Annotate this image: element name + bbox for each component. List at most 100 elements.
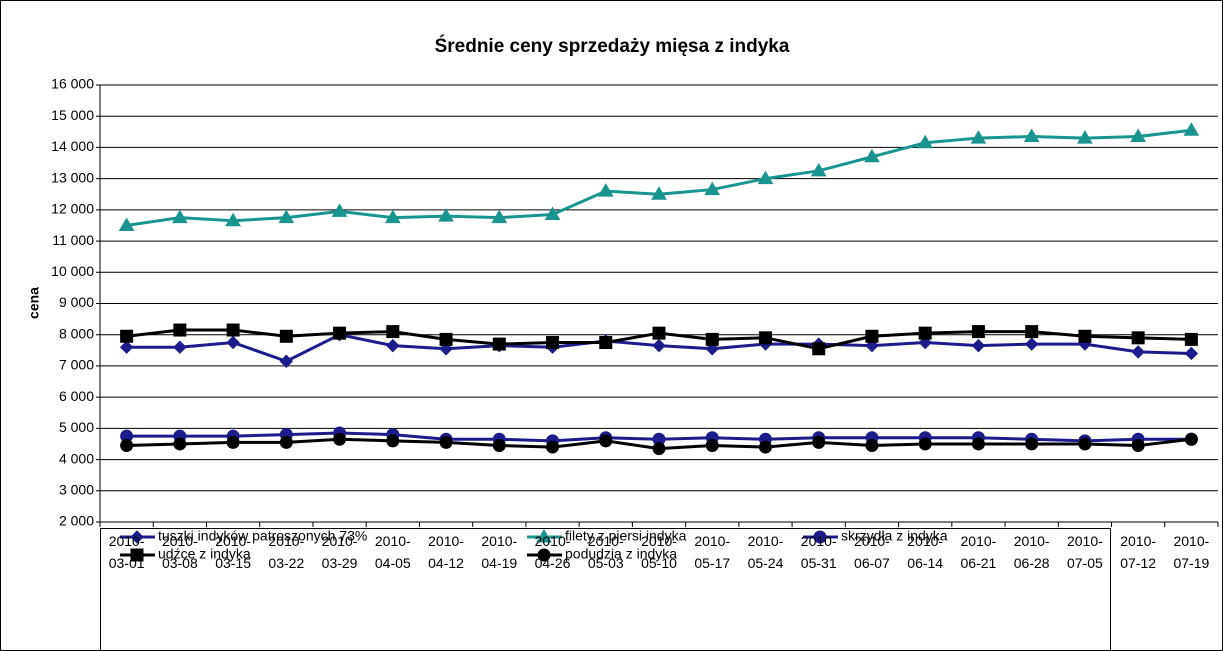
- x-tick-label: 2010-03-29: [321, 533, 358, 571]
- point: [918, 326, 932, 340]
- x-tick-label: 2010-05-24: [747, 533, 784, 571]
- legend-label: podudzia z indyka: [565, 546, 677, 562]
- point: [704, 181, 721, 196]
- y-tick-label: 11 000: [52, 232, 94, 248]
- point: [279, 329, 293, 343]
- point: [1131, 439, 1145, 453]
- x-tick-label: 2010-07-19: [1173, 533, 1210, 571]
- y-tick-label: 7 000: [59, 357, 94, 373]
- point: [971, 325, 985, 339]
- point: [1025, 437, 1039, 451]
- x-tick-label: 2010-05-31: [800, 533, 837, 571]
- legend-label: filety z piersi indyka: [565, 528, 687, 544]
- point: [918, 437, 932, 451]
- point: [226, 323, 240, 337]
- x-tick-label: 2010-07-12: [1120, 533, 1157, 571]
- point: [491, 209, 508, 224]
- y-tick-label: 6 000: [59, 388, 94, 404]
- point: [226, 435, 240, 449]
- point: [278, 209, 295, 224]
- point: [279, 435, 293, 449]
- point: [1024, 337, 1039, 351]
- point: [439, 435, 453, 449]
- point: [1183, 122, 1200, 136]
- y-tick-label: 9 000: [59, 294, 94, 310]
- point: [546, 336, 560, 350]
- point: [1077, 130, 1093, 144]
- point: [492, 439, 506, 453]
- x-tick-label: 2010-06-28: [1013, 533, 1050, 571]
- point: [970, 130, 987, 144]
- point: [226, 335, 240, 350]
- point: [333, 432, 347, 446]
- x-tick-label: 2010-04-19: [481, 533, 518, 571]
- y-axis-label: cena: [26, 287, 42, 319]
- legend-swatch-marker: [536, 529, 552, 543]
- point: [599, 434, 613, 448]
- point: [1025, 325, 1039, 339]
- legend-swatch-marker: [813, 530, 827, 544]
- x-tick-label: 2010-06-21: [960, 533, 997, 571]
- point: [758, 440, 772, 454]
- point: [652, 442, 666, 456]
- point: [865, 329, 879, 343]
- point: [386, 434, 400, 448]
- x-tick-label: 2010-04-05: [374, 533, 411, 571]
- point: [386, 325, 400, 339]
- legend-label: udźce z indyka: [158, 546, 251, 562]
- point: [597, 183, 614, 197]
- point: [546, 440, 560, 454]
- point: [386, 338, 400, 353]
- point: [864, 148, 880, 163]
- point: [333, 326, 347, 340]
- x-tick-label: 2010-06-14: [907, 533, 944, 571]
- point: [492, 337, 506, 351]
- y-tick-label: 2 000: [59, 513, 94, 529]
- point: [1131, 331, 1145, 345]
- legend-box: [100, 528, 1111, 651]
- x-tick-label: 2010-07-05: [1066, 533, 1103, 571]
- point: [757, 170, 774, 185]
- point: [810, 162, 827, 177]
- point: [173, 437, 187, 451]
- legend-swatch-marker: [130, 530, 144, 544]
- y-tick-label: 12 000: [51, 201, 94, 217]
- point: [1184, 346, 1199, 361]
- point: [1130, 128, 1147, 143]
- point: [971, 338, 986, 353]
- point: [279, 354, 294, 368]
- point: [1078, 437, 1092, 451]
- point: [118, 217, 135, 231]
- y-tick-label: 5 000: [59, 419, 94, 435]
- legend-swatch-marker: [537, 548, 551, 562]
- y-tick-label: 8 000: [59, 325, 94, 341]
- point: [120, 439, 134, 453]
- y-tick-label: 3 000: [59, 481, 94, 497]
- y-tick-label: 14 000: [51, 138, 94, 154]
- x-tick-label: 2010-05-17: [694, 533, 731, 571]
- point: [544, 206, 561, 221]
- point: [331, 203, 348, 217]
- y-tick-label: 13 000: [51, 169, 94, 185]
- x-tick-label: 2010-06-07: [854, 533, 890, 571]
- point: [225, 212, 241, 227]
- x-tick-label: 2010-03-22: [268, 533, 305, 571]
- x-tick-label: 2010-04-12: [428, 533, 464, 571]
- x-tick-label: 2010-05-03: [587, 533, 624, 571]
- y-tick-label: 10 000: [51, 263, 94, 279]
- y-tick-label: 15 000: [51, 107, 94, 123]
- point: [119, 340, 134, 354]
- point: [1131, 345, 1145, 359]
- point: [812, 435, 826, 449]
- x-tick-label: 2010-03-15: [215, 533, 251, 571]
- point: [1078, 329, 1092, 343]
- point: [173, 323, 187, 337]
- point: [705, 439, 719, 453]
- point: [705, 332, 719, 346]
- y-tick-label: 4 000: [59, 450, 94, 466]
- point: [758, 331, 772, 345]
- legend-swatch-marker: [130, 548, 144, 562]
- point: [971, 437, 985, 451]
